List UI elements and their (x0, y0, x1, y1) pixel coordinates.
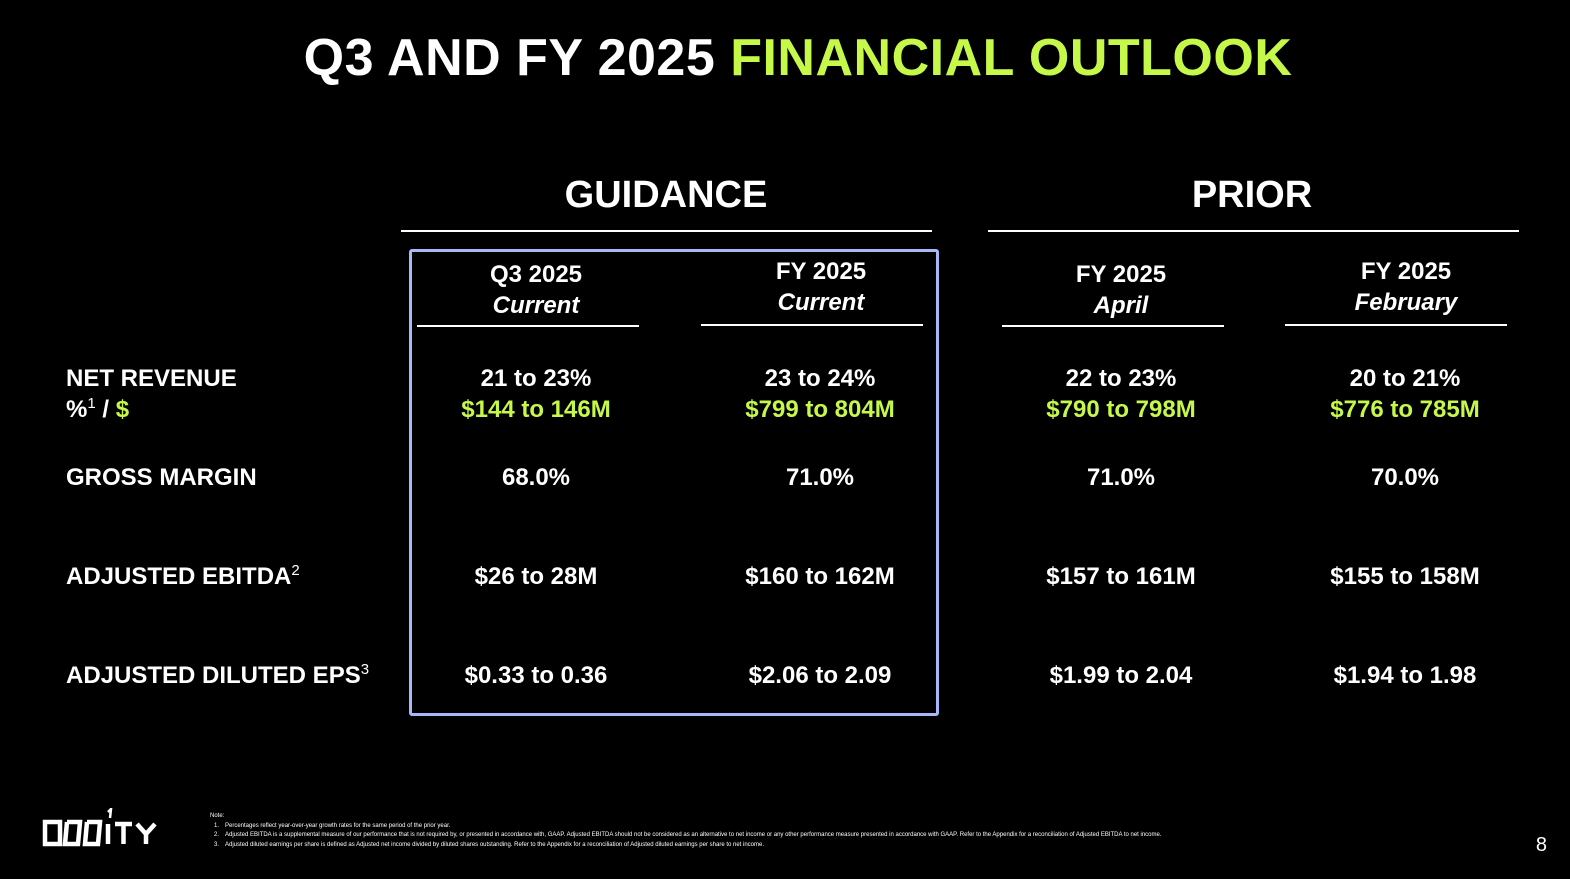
row-label-net-revenue: NET REVENUE %1 / $ (66, 363, 237, 425)
column-header-q3-current: Q3 2025 Current (425, 259, 647, 321)
column-header-fy-april: FY 2025 April (1010, 259, 1232, 321)
adjusted-eps-fy-february: $1.94 to 1.98 (1333, 662, 1477, 689)
guidance-highlight-box (409, 249, 939, 716)
footnotes: Note: 1. Percentages reflect year-over-ye… (210, 812, 1162, 850)
title-accent: FINANCIAL OUTLOOK (730, 29, 1293, 87)
net-revenue-amount: $776 to 785M (1330, 396, 1480, 423)
row-label-gross-margin: GROSS MARGIN (66, 464, 257, 491)
net-revenue-pct: 21 to 23% (480, 365, 592, 392)
section-guidance: GUIDANCE (564, 174, 768, 216)
column-header-line1: FY 2025 (1075, 261, 1167, 288)
slide-title: Q3 AND FY 2025 FINANCIAL OUTLOOK (0, 28, 1570, 88)
footnote-ref-1: 1 (87, 395, 96, 412)
footnote-1: 1. Percentages reflect year-over-year gro… (210, 822, 1162, 832)
footnote-2: 2. Adjusted EBITDA is a supplemental meas… (210, 831, 1162, 841)
net-revenue-fy-april: 22 to 23% $790 to 798M (1001, 363, 1241, 425)
adjusted-eps-label: ADJUSTED DILUTED EPS (66, 662, 361, 689)
adjusted-ebitda-fy-april: $157 to 161M (1046, 563, 1196, 590)
prior-rule (988, 230, 1519, 232)
row-label-adjusted-ebitda: ADJUSTED EBITDA2 (66, 561, 300, 592)
label-separator: / (95, 396, 116, 423)
oddity-logo-icon (42, 808, 157, 847)
net-revenue-pct: 20 to 21% (1349, 365, 1461, 392)
footnote-text: Adjusted EBITDA is a supplemental measur… (225, 832, 1162, 838)
gross-margin-fy-april: 71.0% (1086, 464, 1156, 491)
adjusted-ebitda-label: ADJUSTED EBITDA (66, 563, 292, 590)
net-revenue-q3-current: 21 to 23% $144 to 146M (416, 363, 656, 425)
footnote-3: 3. Adjusted diluted earnings per share is… (210, 841, 1162, 851)
footnote-text: Adjusted diluted earnings per share is d… (225, 841, 765, 848)
gross-margin-fy-february: 70.0% (1370, 464, 1440, 491)
gross-margin-fy-current: 71.0% (785, 464, 855, 491)
column-header-line2: February (1354, 289, 1458, 316)
footnote-ref-2: 2 (291, 562, 300, 579)
guidance-rule (401, 230, 932, 232)
dollar-symbol: $ (115, 396, 130, 423)
column-header-line2: Current (777, 289, 865, 316)
adjusted-ebitda-q3-current: $26 to 28M (474, 563, 598, 590)
adjusted-ebitda-fy-current: $160 to 162M (745, 563, 895, 590)
adjusted-eps-q3-current: $0.33 to 0.36 (464, 662, 608, 689)
column-header-line1: Q3 2025 (489, 261, 583, 288)
column-header-line2: April (1093, 292, 1149, 319)
net-revenue-fy-current: 23 to 24% $799 to 804M (700, 363, 940, 425)
column-header-fy-current: FY 2025 Current (710, 256, 932, 318)
net-revenue-pct: 22 to 23% (1065, 365, 1177, 392)
footnote-number: 3. (214, 841, 220, 848)
adjusted-ebitda-fy-february: $155 to 158M (1330, 563, 1480, 590)
section-prior: PRIOR (1191, 174, 1313, 216)
column-header-line1: FY 2025 (1360, 258, 1452, 285)
column-rule (417, 325, 639, 327)
gross-margin-q3-current: 68.0% (501, 464, 571, 491)
column-rule (1285, 324, 1507, 326)
net-revenue-label: NET REVENUE (66, 365, 237, 392)
column-header-fy-february: FY 2025 February (1295, 256, 1517, 318)
net-revenue-fy-february: 20 to 21% $776 to 785M (1285, 363, 1525, 425)
net-revenue-amount: $144 to 146M (461, 396, 611, 423)
adjusted-eps-fy-april: $1.99 to 2.04 (1049, 662, 1193, 689)
net-revenue-amount: $799 to 804M (745, 396, 895, 423)
pct-symbol: % (66, 396, 88, 423)
footnote-number: 1. (214, 822, 220, 829)
column-header-line2: Current (492, 292, 580, 319)
adjusted-eps-fy-current: $2.06 to 2.09 (748, 662, 892, 689)
column-rule (701, 324, 923, 326)
column-header-line1: FY 2025 (775, 258, 867, 285)
footnote-number: 2. (214, 832, 220, 838)
row-label-adjusted-eps: ADJUSTED DILUTED EPS3 (66, 660, 369, 691)
notes-heading: Note: (210, 813, 225, 819)
column-rule (1002, 325, 1224, 327)
footnote-text: Percentages reflect year-over-year growt… (225, 822, 451, 829)
page-number: 8 (1535, 834, 1547, 856)
title-main: Q3 AND FY 2025 (303, 29, 731, 87)
footnote-ref-3: 3 (360, 661, 370, 678)
net-revenue-amount: $790 to 798M (1046, 396, 1196, 423)
net-revenue-pct: 23 to 24% (764, 365, 876, 392)
net-revenue-sublabel: %1 / $ (66, 394, 237, 425)
